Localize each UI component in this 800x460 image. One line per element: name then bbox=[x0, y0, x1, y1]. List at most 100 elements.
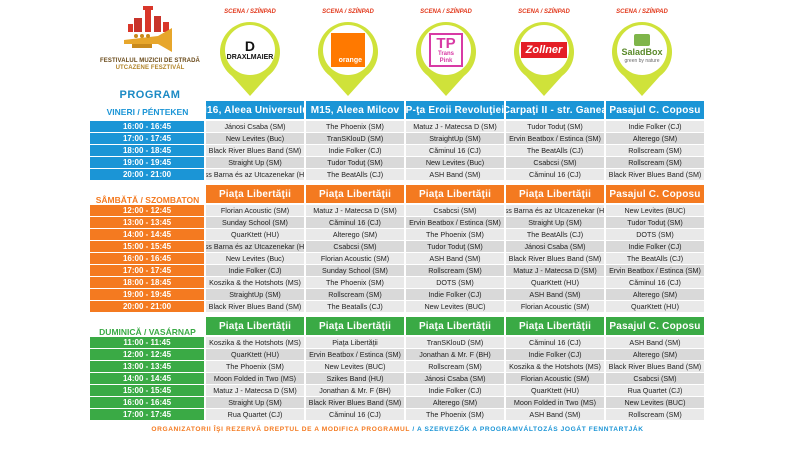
schedule-row: 18:00 - 18:45 Black River Blues Band (SM)… bbox=[90, 145, 705, 156]
performer-cell: Indie Folker (CJ) bbox=[406, 385, 504, 396]
stage-label: SCENA / SZÍNPAD bbox=[420, 9, 472, 15]
performer-cell: Căminul 16 (CJ) bbox=[306, 409, 404, 420]
performer-cell: ASH Band (SM) bbox=[506, 409, 604, 420]
stage-header: M15, Aleea Milcov bbox=[306, 101, 404, 119]
performer-cell: Kiss Barna és az Utcazenekar (HU) bbox=[206, 241, 304, 252]
performer-cell: StraightUp (SM) bbox=[406, 133, 504, 144]
performer-cell: Rollscream (SM) bbox=[306, 289, 404, 300]
time-slot: 11:00 - 11:45 bbox=[90, 337, 204, 348]
schedule-row: 20:00 - 21:00Kiss Barna és az Utcazeneka… bbox=[90, 169, 705, 180]
performer-cell: Căminul 16 (CJ) bbox=[506, 337, 604, 348]
performer-cell: TranSKlouD (SM) bbox=[306, 133, 404, 144]
performer-cell: Moon Folded in Two (MS) bbox=[506, 397, 604, 408]
schedule-row: 15:00 - 15:45Kiss Barna és az Utcazeneka… bbox=[90, 241, 705, 252]
time-slot: 17:00 - 17:45 bbox=[90, 133, 204, 144]
time-slot: 15:00 - 15:45 bbox=[90, 385, 204, 396]
stage-pin-saladbox: SCENA / SZÍNPAD SaladBox green by nature bbox=[602, 8, 682, 98]
performer-cell: The Beatalls (CJ) bbox=[306, 301, 404, 312]
performer-cell: Ervin Beatbox / Estinca (SM) bbox=[306, 349, 404, 360]
time-slot: 14:00 - 14:45 bbox=[90, 373, 204, 384]
time-slot: 16:00 - 16:45 bbox=[90, 253, 204, 264]
performer-cell: Florian Acoustic (SM) bbox=[506, 373, 604, 384]
stage-header: Pasajul C. Coposu bbox=[606, 185, 704, 203]
time-slot: 16:00 - 16:45 bbox=[90, 397, 204, 408]
performer-cell: The Phoenix (SM) bbox=[406, 229, 504, 240]
schedule-row: 12:00 - 12:45 QuarKtett (HU) Ervin Beatbox… bbox=[90, 349, 705, 360]
footer-disclaimer: ORGANIZATORII ÎŞI REZERVĂ DREPTUL DE A M… bbox=[90, 426, 705, 433]
schedule-row: 11:00 - 11:45 Koszika & the Hotshots (MS)… bbox=[90, 337, 705, 348]
performer-cell: Ervin Beatbox / Estinca (SM) bbox=[606, 265, 704, 276]
stage-header: Pasajul C. Coposu bbox=[606, 101, 704, 119]
stage-header: Piaţa Libertăţii bbox=[206, 317, 304, 335]
performer-cell: Rua Quartet (CJ) bbox=[606, 385, 704, 396]
performer-cell: The BeatAlls (CJ) bbox=[506, 145, 604, 156]
stage-header: Piaţa Libertăţii bbox=[406, 185, 504, 203]
performer-cell: Tudor Toduţ (SM) bbox=[406, 241, 504, 252]
performer-cell: DOTS (SM) bbox=[406, 277, 504, 288]
stage-pin-draxlmaier: SCENA / SZÍNPAD D DRAXLMAIER bbox=[210, 8, 290, 98]
day-label: DUMINICĂ / VASÁRNAP bbox=[99, 326, 196, 337]
performer-cell: Jánosi Csaba (SM) bbox=[506, 241, 604, 252]
schedule-row: 16:00 - 16:45 New Levites (Buc) Florian Ac… bbox=[90, 253, 705, 264]
stage-header: P-ţa Eroii Revoluţiei bbox=[406, 101, 504, 119]
performer-cell: Jánosi Csaba (SM) bbox=[406, 373, 504, 384]
performer-cell: Tudor Toduţ (SM) bbox=[606, 217, 704, 228]
performer-cell: Alterego (SM) bbox=[306, 229, 404, 240]
program-poster: FESTIVALUL MUZICII DE STRADĂ UTCAZENE FE… bbox=[90, 0, 705, 460]
schedule-row: 13:00 - 13:45 Sunday School (SM) Căminul 1… bbox=[90, 217, 705, 228]
performer-cell: Căminul 16 (CJ) bbox=[306, 217, 404, 228]
performer-cell: Koszika & the Hotshots (MS) bbox=[506, 361, 604, 372]
stage-pin-transpink: SCENA / SZÍNPAD TP Trans Pink bbox=[406, 8, 486, 98]
performer-cell: New Levites (BUC) bbox=[606, 397, 704, 408]
performer-cell: Koszika & the Hotshots (MS) bbox=[206, 277, 304, 288]
stage-header: Piaţa Libertăţii bbox=[506, 185, 604, 203]
schedule-row: 16:00 - 16:45 Straight Up (SM) Black River… bbox=[90, 397, 705, 408]
stage-header: Piaţa Libertăţii bbox=[306, 317, 404, 335]
performer-cell: Rollscream (SM) bbox=[406, 361, 504, 372]
performer-cell: ASH Band (SM) bbox=[406, 169, 504, 180]
stage-header: M16, Aleea Universului bbox=[206, 101, 304, 119]
performer-cell: Alterego (SM) bbox=[406, 397, 504, 408]
performer-cell: Kiss Barna és az Utcazenekar (HU) bbox=[506, 205, 604, 216]
stage-header: Carpaţi II - str. Ganea bbox=[506, 101, 604, 119]
performer-cell: Florian Acoustic (SM) bbox=[206, 205, 304, 216]
performer-cell: Căminul 16 (CJ) bbox=[506, 169, 604, 180]
performer-cell: Straight Up (SM) bbox=[506, 217, 604, 228]
performer-cell: Csabcsi (SM) bbox=[406, 205, 504, 216]
time-slot: 12:00 - 12:45 bbox=[90, 205, 204, 216]
time-slot: 13:00 - 13:45 bbox=[90, 217, 204, 228]
schedule-row: 14:00 - 14:45 Moon Folded in Two (MS) Szik… bbox=[90, 373, 705, 384]
performer-cell: Black River Blues Band (SM) bbox=[506, 253, 604, 264]
performer-cell: Koszika & the Hotshots (MS) bbox=[206, 337, 304, 348]
performer-cell: Ervin Beatbox / Estinca (SM) bbox=[506, 133, 604, 144]
schedule-row: 15:00 - 15:45 Matuz J - Matecsa D (SM) Jon… bbox=[90, 385, 705, 396]
performer-cell: Black River Blues Band (SM) bbox=[206, 301, 304, 312]
performer-cell: Matuz J - Matecsa D (SM) bbox=[306, 205, 404, 216]
festival-title-hu: UTCAZENE FESZTIVÁL bbox=[115, 65, 185, 71]
program-label: PROGRAM bbox=[119, 89, 181, 101]
schedule-row: 19:00 - 19:45 Straight Up (SM) Tudor Toduţ… bbox=[90, 157, 705, 168]
performer-cell: QuarKtett (HU) bbox=[506, 277, 604, 288]
performer-cell: Straight Up (SM) bbox=[206, 397, 304, 408]
performer-cell: Rollscream (SM) bbox=[406, 265, 504, 276]
performer-cell: ASH Band (SM) bbox=[506, 289, 604, 300]
performer-cell: Piaţa Libertăţii bbox=[306, 337, 404, 348]
performer-cell: Csabcsi (SM) bbox=[606, 373, 704, 384]
performer-cell: Matuz J - Matecsa D (SM) bbox=[206, 385, 304, 396]
schedule-row: 20:00 - 21:00 Black River Blues Band (SM)… bbox=[90, 301, 705, 312]
performer-cell: TranSKlouD (SM) bbox=[406, 337, 504, 348]
performer-cell: Sunday School (SM) bbox=[306, 265, 404, 276]
time-slot: 12:00 - 12:45 bbox=[90, 349, 204, 360]
performer-cell: The Phoenix (SM) bbox=[406, 409, 504, 420]
performer-cell: Csabcsi (SM) bbox=[306, 241, 404, 252]
stage-header: Piaţa Libertăţii bbox=[506, 317, 604, 335]
transpink-logo: TP Trans Pink bbox=[429, 33, 463, 67]
schedule-row: 17:00 - 17:45 Rua Quartet (CJ) Căminul 16 … bbox=[90, 409, 705, 420]
performer-cell: Jonathan & Mr. F (BH) bbox=[306, 385, 404, 396]
stage-label: SCENA / SZÍNPAD bbox=[616, 9, 668, 15]
performer-cell: Tudor Toduţ (SM) bbox=[306, 157, 404, 168]
stage-header: Piaţa Libertăţii bbox=[206, 185, 304, 203]
zollner-logo: Zollner bbox=[521, 42, 567, 58]
time-slot: 15:00 - 15:45 bbox=[90, 241, 204, 252]
salad-box-icon bbox=[633, 34, 650, 46]
